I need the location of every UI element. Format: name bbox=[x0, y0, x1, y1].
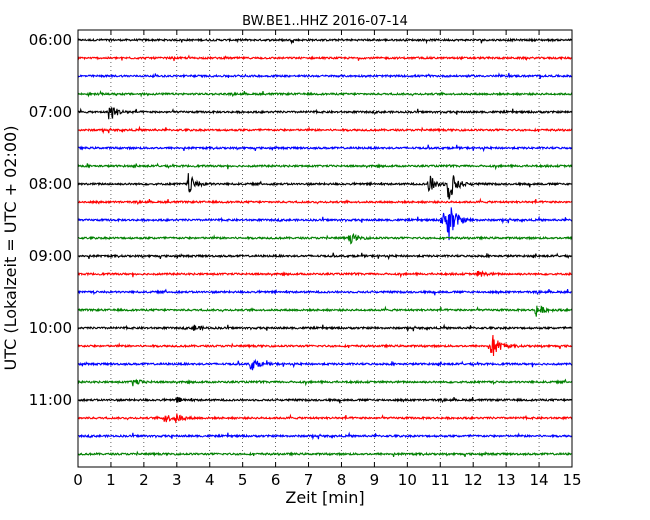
x-tick-label: 9 bbox=[370, 471, 380, 489]
seismic-traces bbox=[77, 37, 573, 458]
seismic-trace bbox=[77, 197, 573, 206]
seismic-trace bbox=[77, 305, 573, 317]
seismic-trace bbox=[77, 54, 573, 62]
axis-ticks: 0 1 2 3 4 5 6 7 8 9 10 11 12 13 14 1506:0007:0008:0009:… bbox=[29, 30, 582, 489]
seismic-trace bbox=[77, 270, 573, 279]
seismic-trace bbox=[77, 288, 573, 296]
seismic-trace bbox=[77, 90, 573, 98]
y-tick-label: 11:00 bbox=[29, 391, 72, 409]
seismic-trace bbox=[77, 323, 573, 333]
seismic-trace bbox=[77, 37, 573, 45]
plot-frame bbox=[77, 29, 573, 468]
seismic-trace bbox=[77, 107, 573, 120]
seismic-trace bbox=[77, 252, 573, 261]
seismic-trace bbox=[77, 232, 573, 245]
chart-title: BW.BE1..HHZ 2016-07-14 bbox=[242, 14, 408, 29]
seismic-trace bbox=[77, 413, 573, 424]
y-axis-label: UTC (Lokalzeit = UTC + 02:00) bbox=[1, 126, 20, 371]
y-tick-label: 07:00 bbox=[29, 103, 72, 121]
seismic-trace bbox=[77, 125, 573, 135]
seismic-trace bbox=[77, 431, 573, 441]
seismic-trace bbox=[77, 396, 573, 404]
x-tick-label: 10 bbox=[398, 471, 417, 489]
seismic-trace bbox=[77, 162, 573, 171]
grid bbox=[110, 30, 540, 467]
y-tick-label: 10:00 bbox=[29, 319, 72, 337]
seismic-trace bbox=[77, 207, 573, 241]
x-tick-label: 12 bbox=[464, 471, 483, 489]
seismic-trace bbox=[77, 173, 573, 200]
seismic-trace bbox=[77, 378, 573, 387]
x-tick-label: 13 bbox=[497, 471, 516, 489]
y-tick-label: 06:00 bbox=[29, 31, 72, 49]
seismic-trace bbox=[77, 334, 573, 356]
x-tick-label: 15 bbox=[562, 471, 581, 489]
seismic-trace bbox=[77, 144, 573, 153]
y-tick-label: 08:00 bbox=[29, 175, 72, 193]
x-tick-label: 4 bbox=[205, 471, 215, 489]
x-tick-label: 0 bbox=[73, 471, 83, 489]
x-tick-label: 7 bbox=[304, 471, 314, 489]
x-tick-label: 11 bbox=[431, 471, 450, 489]
y-tick-label: 09:00 bbox=[29, 247, 72, 265]
seismic-trace bbox=[77, 72, 573, 79]
seismic-trace bbox=[77, 358, 573, 371]
x-tick-label: 6 bbox=[271, 471, 281, 489]
x-axis-label: Zeit [min] bbox=[285, 488, 364, 507]
x-tick-label: 2 bbox=[139, 471, 149, 489]
seismic-trace bbox=[77, 450, 573, 458]
x-tick-label: 1 bbox=[106, 471, 116, 489]
x-tick-label: 14 bbox=[530, 471, 549, 489]
x-tick-label: 3 bbox=[172, 471, 182, 489]
x-tick-label: 5 bbox=[238, 471, 248, 489]
x-tick-label: 8 bbox=[337, 471, 347, 489]
